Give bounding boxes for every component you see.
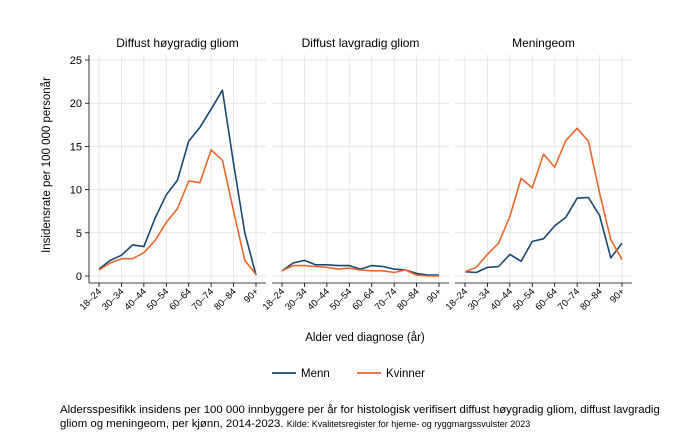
x-tick-label: 30–34 (466, 286, 492, 312)
caption-text: Aldersspesifikk insidens per 100 000 inn… (60, 404, 660, 430)
plot-area (455, 55, 632, 283)
panel-title: Diffust lavgradig gliom (302, 36, 420, 50)
x-tick-label: 40–44 (123, 286, 149, 312)
x-tick-label: 70–74 (373, 286, 399, 312)
x-tick-label: 30–34 (283, 286, 309, 312)
x-tick-label: 50–54 (145, 286, 171, 312)
x-tick-label: 80–84 (578, 286, 604, 312)
legend-label: Kvinner (386, 368, 425, 380)
x-axis-label: Alder ved diagnose (år) (305, 332, 425, 344)
x-tick-label: 60–64 (167, 286, 193, 312)
series-line-kvinner (464, 127, 623, 273)
series-line-menn (464, 196, 623, 274)
figure-caption: Aldersspesifikk insidens per 100 000 inn… (60, 403, 675, 431)
legend-label: Menn (301, 368, 330, 380)
series-line-menn (281, 259, 439, 276)
panel-title: Diffust høygradig gliom (116, 36, 239, 50)
plot-area (89, 55, 266, 283)
x-tick-label: 18–24 (78, 286, 104, 312)
chart-figure: Insidensrate per 100 000 personår Diffus… (41, 36, 632, 380)
x-tick-label: 90+ (608, 286, 627, 305)
x-tick-label: 80–84 (212, 286, 238, 312)
x-tick-label: 90+ (242, 286, 261, 305)
x-tick-label: 50–54 (328, 286, 354, 312)
x-tick-label: 70–74 (556, 286, 582, 312)
x-tick-label: 18–24 (261, 286, 287, 312)
chart-legend: Menn Kvinner (272, 368, 425, 380)
x-tick-label: 30–34 (100, 286, 126, 312)
panel-0: Diffust høygradig gliom 0 5 10 15 20 25 18–2430… (70, 36, 266, 313)
panel-1: Diffust lavgradig gliom 18–2430–3440–4450… (261, 36, 449, 313)
y-axis-label: Insidensrate per 100 000 personår (41, 77, 53, 253)
series-line-kvinner (281, 264, 439, 277)
x-tick-label: 40–44 (306, 286, 332, 312)
y-tick-label: 25 (70, 55, 82, 67)
caption-source: Kilde: Kvalitetsregister for hjerne- og … (286, 419, 531, 429)
y-tick-label: 15 (70, 141, 82, 153)
x-tick-label: 40–44 (489, 286, 515, 312)
x-tick-label: 70–74 (190, 286, 216, 312)
plot-area (272, 55, 449, 283)
series-line-menn (98, 89, 257, 276)
y-tick-label: 20 (70, 98, 82, 110)
panel-title: Meningeom (512, 36, 575, 50)
y-tick-label: 10 (70, 185, 82, 197)
x-tick-label: 80–84 (395, 286, 421, 312)
y-tick-label: 5 (76, 228, 82, 240)
x-tick-label: 50–54 (511, 286, 537, 312)
x-tick-label: 18–24 (444, 286, 470, 312)
x-tick-label: 90+ (425, 286, 444, 305)
x-tick-label: 60–64 (350, 286, 376, 312)
x-tick-label: 60–64 (533, 286, 559, 312)
y-tick-label: 0 (76, 271, 82, 283)
panel-2: Meningeom 18–2430–3440–4450–5460–6470–748… (444, 36, 632, 313)
chart-panels: Diffust høygradig gliom051015202518–2430… (70, 36, 632, 313)
series-line-kvinner (98, 149, 257, 275)
